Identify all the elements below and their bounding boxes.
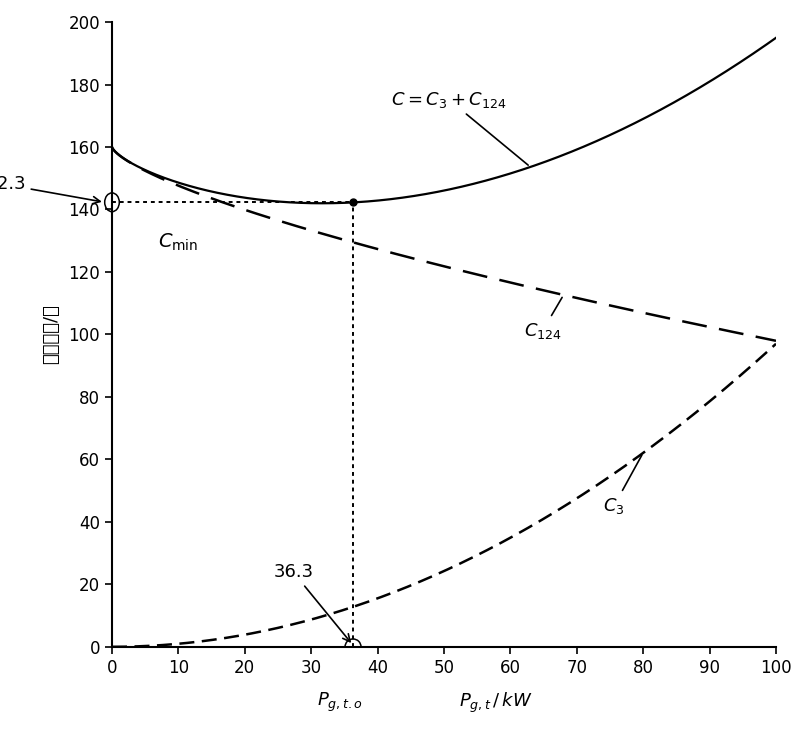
- Text: $C_3$: $C_3$: [603, 455, 642, 516]
- Text: 36.3: 36.3: [274, 563, 350, 642]
- Text: $C=C_3+C_{124}$: $C=C_3+C_{124}$: [391, 90, 528, 165]
- Text: 142.3: 142.3: [0, 174, 100, 204]
- Text: $P_{g,t}\,/\,kW$: $P_{g,t}\,/\,kW$: [459, 691, 533, 714]
- Text: $C_{\mathrm{min}}$: $C_{\mathrm{min}}$: [158, 232, 198, 253]
- Text: $C_{124}$: $C_{124}$: [524, 298, 562, 341]
- Y-axis label: 供电成本/元: 供电成本/元: [42, 304, 60, 365]
- Text: $P_{g,t.o}$: $P_{g,t.o}$: [317, 691, 362, 714]
